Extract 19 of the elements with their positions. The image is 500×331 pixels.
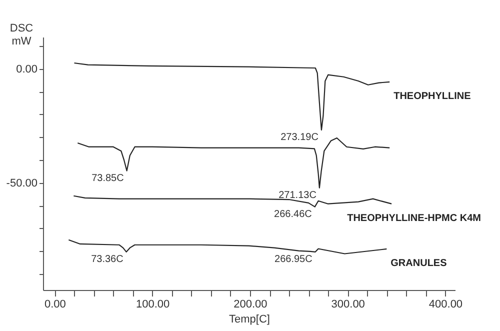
y-axis-title: DSC mW xyxy=(10,22,34,48)
annotation: 273.19C xyxy=(280,132,318,143)
x-tick-label: 300.00 xyxy=(331,298,365,310)
line-series xyxy=(74,62,390,131)
x-tick-label: 400.00 xyxy=(428,298,463,310)
series-label: GRANULES xyxy=(390,258,448,269)
annotation: 266.46C xyxy=(274,208,312,220)
x-tick-label: 0.00 xyxy=(44,298,66,310)
annotation: 271.13C xyxy=(278,190,316,201)
line-series xyxy=(68,239,388,254)
series-label: THEOPHYLLINE xyxy=(394,90,472,102)
y-tick-label: -50.00 xyxy=(6,177,38,190)
x-axis-title: Temp[C] xyxy=(229,314,270,326)
series-label: THEOPHYLLINE-HPMC K4M xyxy=(347,212,482,224)
annotation: 73.85C xyxy=(92,172,124,184)
annotation: 73.36C xyxy=(91,254,124,265)
annotation: 266.95C xyxy=(274,254,312,265)
x-tick-label: 200.00 xyxy=(234,298,268,310)
x-tick-label: 100.00 xyxy=(136,298,170,310)
